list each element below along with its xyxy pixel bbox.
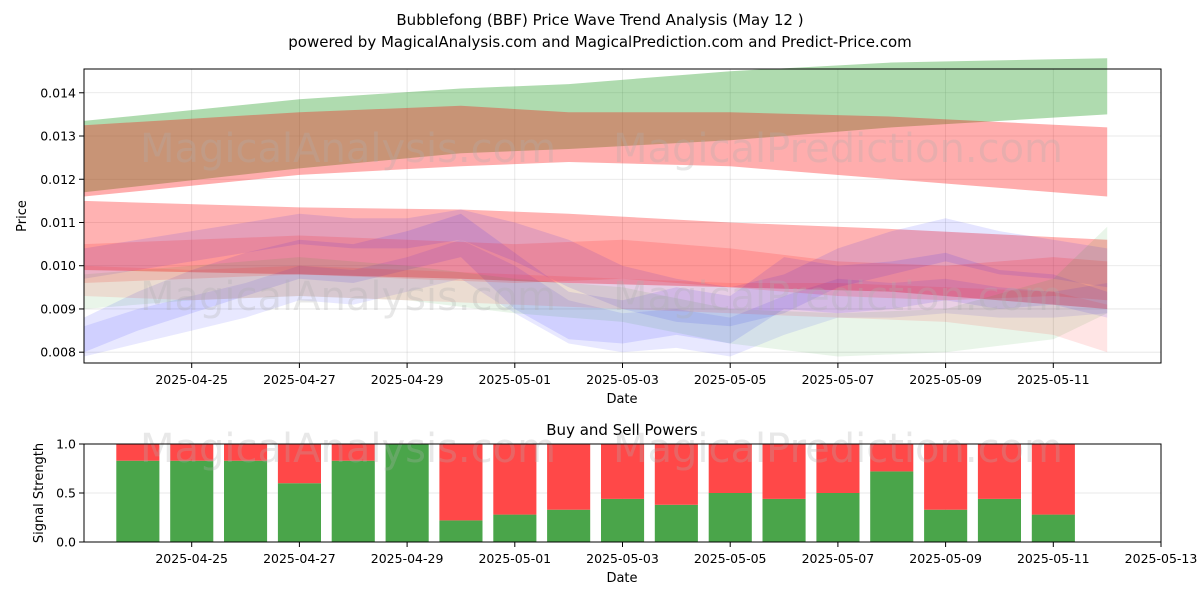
signal-x-tick-label: 2025-04-29 — [371, 551, 444, 566]
signal-watermarks: MagicalAnalysis.com MagicalPrediction.co… — [140, 426, 1063, 472]
price-band-red — [84, 235, 1108, 301]
signal-x-tick-label: 2025-05-09 — [909, 551, 982, 566]
buy-bar — [708, 493, 752, 542]
price-x-tick-label: 2025-05-03 — [586, 372, 659, 387]
sell-bar — [277, 444, 321, 484]
chart-subtitle: powered by MagicalAnalysis.com and Magic… — [288, 33, 912, 51]
price-y-label: Price — [15, 200, 30, 232]
signal-x-tick-label: 2025-05-13 — [1125, 551, 1198, 566]
price-x-tick-label: 2025-05-11 — [1017, 372, 1090, 387]
sell-bar — [331, 444, 375, 461]
sell-bar — [977, 444, 1021, 499]
sell-bar — [601, 444, 645, 499]
signal-y-tick-label: 0.5 — [56, 486, 76, 501]
price-y-tick-label: 0.013 — [40, 129, 76, 144]
buy-bar — [977, 498, 1021, 542]
buy-bar — [385, 444, 429, 542]
signal-ticks: 2025-04-25 2025-04-27 2025-04-29 2025-05-01… — [56, 437, 1197, 567]
buy-bar — [654, 504, 698, 542]
watermark: MagicalAnalysis.com — [140, 126, 556, 172]
sell-bar — [654, 444, 698, 505]
signal-x-tick-label: 2025-05-05 — [694, 551, 767, 566]
buy-bar — [1031, 514, 1075, 542]
watermark: MagicalPrediction.com — [613, 426, 1063, 472]
price-x-tick-label: 2025-04-29 — [371, 372, 444, 387]
watermark: MagicalAnalysis.com — [140, 426, 556, 472]
sell-bar — [762, 444, 806, 499]
sell-bar — [547, 444, 591, 510]
signal-x-tick-label: 2025-05-11 — [1017, 551, 1090, 566]
price-grid — [84, 69, 1161, 363]
price-band-blue — [84, 239, 1108, 357]
sell-bar — [816, 444, 860, 493]
price-y-tick-label: 0.010 — [40, 258, 76, 273]
price-band-blue — [84, 213, 1108, 353]
signal-chart: Buy and Sell Powers MagicalAnalysis.com … — [32, 421, 1197, 586]
price-x-tick-label: 2025-05-07 — [802, 372, 875, 387]
signal-x-tick-label: 2025-04-25 — [155, 551, 228, 566]
buy-bar — [870, 471, 914, 542]
price-band-red — [84, 200, 1108, 309]
price-band-red — [84, 265, 1108, 353]
price-x-label: Date — [606, 392, 637, 407]
signal-x-tick-label: 2025-05-03 — [586, 551, 659, 566]
price-x-tick-label: 2025-05-01 — [478, 372, 551, 387]
price-band-green — [84, 58, 1108, 193]
watermark: MagicalAnalysis.com — [140, 274, 556, 320]
buy-bar — [601, 498, 645, 542]
buy-bar — [331, 460, 375, 542]
signal-bars — [116, 444, 1075, 542]
buy-bar — [170, 460, 214, 542]
sell-bar — [439, 444, 483, 521]
price-x-tick-label: 2025-05-05 — [694, 372, 767, 387]
price-band-blue — [84, 209, 1108, 327]
sell-bar — [870, 444, 914, 472]
signal-y-label: Signal Strength — [32, 443, 47, 543]
signal-y-tick-label: 0.0 — [56, 535, 76, 550]
buy-bar — [547, 509, 591, 542]
price-x-tick-label: 2025-04-25 — [155, 372, 228, 387]
signal-title: Buy and Sell Powers — [546, 421, 698, 439]
price-band-green — [84, 226, 1108, 357]
buy-bar — [924, 509, 968, 542]
price-y-tick-label: 0.012 — [40, 172, 76, 187]
price-y-tick-label: 0.008 — [40, 345, 76, 360]
price-y-tick-label: 0.011 — [40, 215, 76, 230]
price-x-tick-label: 2025-05-09 — [909, 372, 982, 387]
price-y-tick-label: 0.009 — [40, 301, 76, 316]
price-chart: MagicalAnalysis.com MagicalPrediction.co… — [15, 58, 1162, 407]
buy-bar — [493, 514, 537, 542]
buy-bar — [224, 460, 268, 542]
signal-x-tick-label: 2025-04-27 — [263, 551, 336, 566]
signal-x-tick-label: 2025-05-01 — [478, 551, 551, 566]
sell-bar — [170, 444, 214, 461]
buy-bar — [816, 493, 860, 542]
chart-title: Bubblefong (BBF) Price Wave Trend Analys… — [396, 11, 803, 29]
price-ticks: 2025-04-25 2025-04-27 2025-04-29 2025-05-01… — [40, 85, 1089, 387]
buy-bar — [277, 483, 321, 542]
buy-bar — [439, 520, 483, 542]
watermark: MagicalPrediction.com — [613, 274, 1063, 320]
sell-bar — [708, 444, 752, 493]
signal-y-tick-label: 1.0 — [56, 437, 76, 452]
price-y-tick-label: 0.014 — [40, 85, 76, 100]
sell-bar — [924, 444, 968, 510]
sell-bar — [116, 444, 160, 461]
buy-bar — [116, 460, 160, 542]
signal-x-label: Date — [606, 571, 637, 586]
price-band-red — [84, 105, 1108, 197]
signal-x-tick-label: 2025-05-07 — [802, 551, 875, 566]
sell-bar — [493, 444, 537, 515]
buy-bar — [762, 498, 806, 542]
sell-bar — [1031, 444, 1075, 515]
watermark: MagicalPrediction.com — [613, 126, 1063, 172]
price-watermarks: MagicalAnalysis.com MagicalPrediction.co… — [140, 126, 1063, 320]
sell-bar — [224, 444, 268, 461]
price-x-tick-label: 2025-04-27 — [263, 372, 336, 387]
price-bands — [84, 58, 1108, 357]
